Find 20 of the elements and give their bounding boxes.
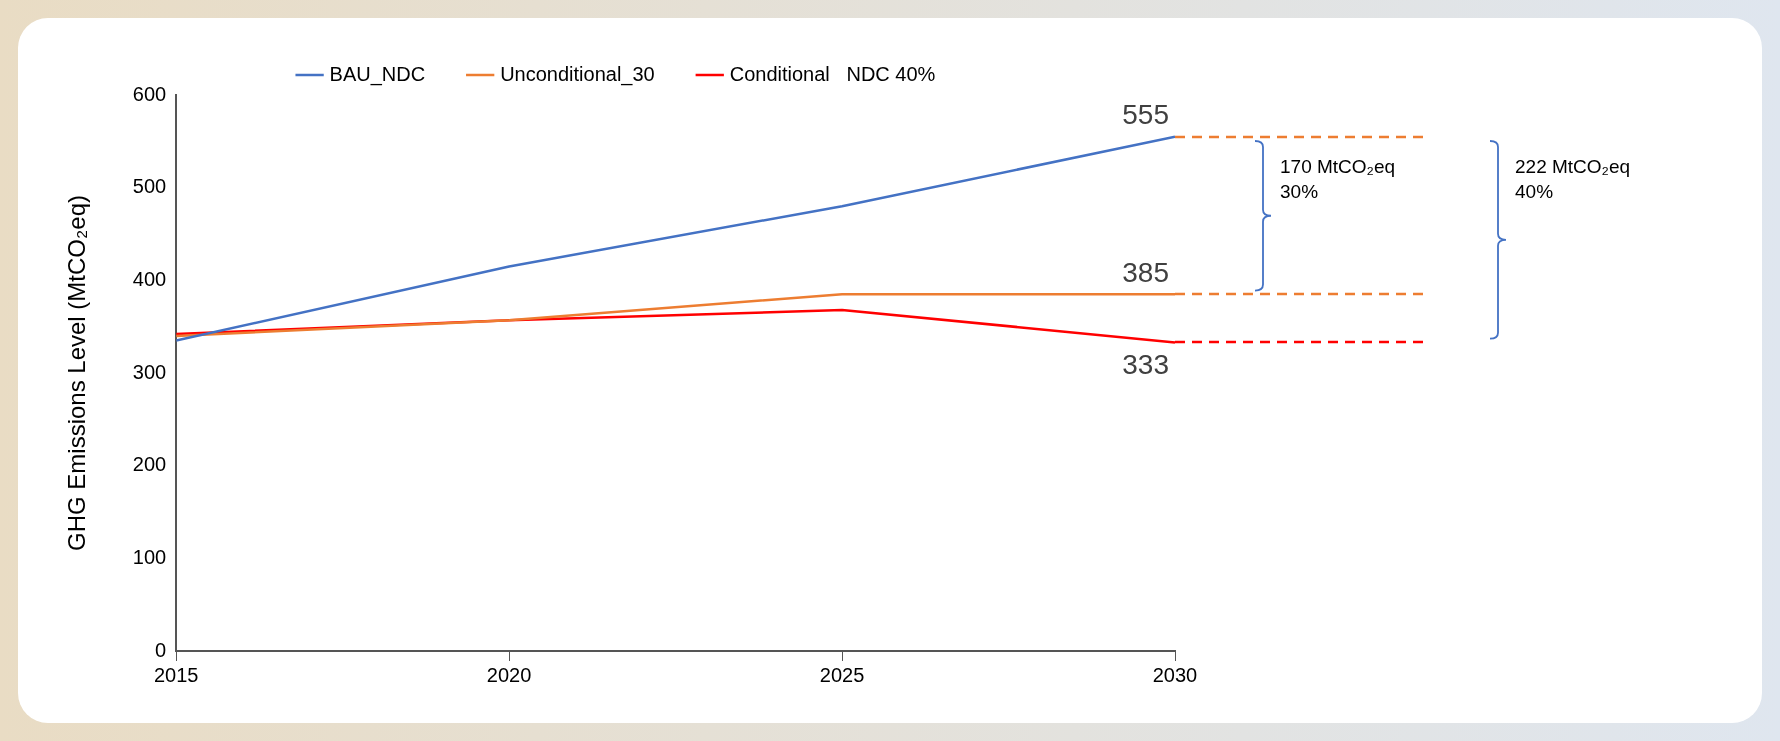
x-tick-label: 2030 bbox=[1152, 663, 1198, 686]
legend-label: Conditional NDC 40% bbox=[729, 62, 936, 85]
y-tick-label: 400 bbox=[132, 267, 167, 290]
data-label: 333 bbox=[1122, 349, 1169, 381]
legend-label: Unconditional_30 bbox=[500, 62, 655, 86]
data-label: 555 bbox=[1122, 99, 1169, 131]
text: 222 MtCO₂eq 40% bbox=[1515, 156, 1631, 203]
y-tick-label: 0 bbox=[155, 638, 167, 661]
x-tick-label: 2020 bbox=[486, 663, 532, 686]
data-label: 385 bbox=[1122, 256, 1169, 288]
y-tick-label: 500 bbox=[132, 175, 167, 198]
y-tick-label: 200 bbox=[132, 453, 167, 476]
y-tick-label: 600 bbox=[132, 82, 167, 105]
legend-label: BAU_NDC bbox=[329, 62, 426, 86]
y-tick-label: 100 bbox=[132, 545, 167, 568]
x-tick-label: 2015 bbox=[153, 663, 199, 686]
y-tick-label: 300 bbox=[132, 360, 167, 383]
text: 170 MtCO₂eq 30% bbox=[1280, 156, 1396, 203]
y-axis-title: GHG Emissions Level (MtCO₂eq) bbox=[63, 194, 91, 552]
x-tick-label: 2025 bbox=[819, 663, 865, 686]
